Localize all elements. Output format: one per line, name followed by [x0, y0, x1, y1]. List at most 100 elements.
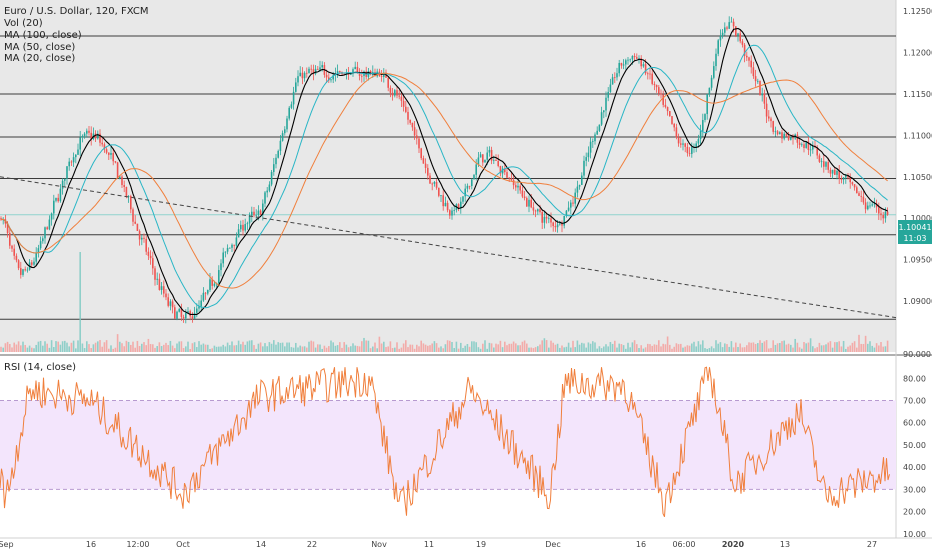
rsi-tick-label: 70.00 — [903, 397, 926, 406]
candle-body — [332, 75, 334, 80]
volume-bar — [849, 345, 851, 352]
volume-bar — [288, 342, 290, 352]
volume-bar — [809, 338, 812, 352]
volume-bar — [515, 343, 517, 352]
candle-body — [290, 104, 293, 108]
candle-body — [792, 137, 794, 139]
candle-body — [81, 136, 84, 138]
volume-bar — [860, 343, 862, 352]
candle-body — [710, 77, 713, 88]
candle-body — [812, 145, 814, 150]
candle-body — [757, 80, 759, 82]
volume-bar — [732, 347, 735, 352]
ma50-line[interactable] — [0, 44, 888, 309]
candle-body — [167, 297, 169, 306]
volume-bar — [842, 340, 845, 352]
volume-bar — [130, 344, 132, 352]
vol-legend[interactable]: Vol (20) — [4, 18, 43, 29]
candle-body — [768, 116, 770, 119]
volume-bar — [772, 340, 774, 352]
volume-bar — [431, 343, 433, 352]
volume-bar — [669, 344, 671, 352]
volume-bar — [308, 341, 310, 352]
volume-bar — [574, 347, 576, 352]
candle-body — [427, 167, 429, 176]
rsi-axis[interactable]: 80.00 70.00 60.00 50.00 40.00 30.00 20.00 10.00 — [903, 374, 926, 538]
candle-body — [671, 116, 673, 124]
volume-bar — [532, 348, 535, 352]
ma50-legend[interactable]: MA (50, close) — [4, 42, 75, 53]
candle-body — [20, 268, 22, 275]
candle-body — [270, 171, 273, 185]
candle-body — [774, 131, 777, 133]
volume-bar — [464, 345, 466, 352]
candle-body — [781, 132, 783, 139]
volume-bar — [13, 342, 15, 352]
time-tick-label: 19 — [476, 540, 486, 549]
price-pane-background — [0, 0, 896, 352]
volume-bar — [83, 348, 86, 352]
volume-bar — [389, 341, 392, 352]
candle-body — [479, 154, 482, 158]
rsi-line[interactable] — [0, 366, 890, 518]
candle-body — [702, 120, 704, 131]
volume-bar — [136, 340, 139, 352]
volume-bar — [141, 343, 143, 352]
ma100-legend[interactable]: MA (100, close) — [4, 30, 82, 41]
candle-body — [446, 202, 449, 211]
candle-body — [528, 199, 530, 207]
candle-body — [457, 204, 460, 209]
candle-body — [279, 140, 282, 151]
volume-bar — [224, 346, 227, 352]
candle-body — [585, 157, 587, 161]
volume-bar — [693, 341, 695, 352]
candle-body — [35, 252, 37, 262]
volume-bar — [543, 338, 546, 352]
candle-body — [862, 196, 865, 203]
price-tick-label: 1.11000 — [903, 131, 932, 140]
volume-bar — [482, 343, 484, 352]
ma20-legend[interactable]: MA (20, close) — [4, 53, 75, 64]
volume-bar — [396, 342, 398, 352]
ma20-line[interactable] — [0, 27, 888, 316]
volume-bar — [75, 348, 77, 352]
volume-bar — [372, 346, 374, 352]
volume-bar — [112, 348, 114, 352]
volume-bar — [79, 252, 81, 352]
volume-bar — [105, 340, 108, 352]
candle-body — [616, 73, 618, 78]
candle-body — [178, 309, 180, 312]
price-tick-label: 1.09000 — [903, 297, 932, 306]
volume-bar — [570, 347, 572, 352]
ma100-line[interactable] — [0, 72, 888, 289]
volume-bar — [761, 342, 763, 352]
volume-bar — [248, 340, 251, 352]
volume-bar — [97, 341, 99, 352]
volume-bar — [618, 343, 620, 352]
candle-body — [581, 175, 583, 185]
volume-bar — [869, 341, 871, 352]
price-axis[interactable]: 1.12500 1.12000 1.11500 1.11000 1.10500 1.100… — [903, 7, 932, 359]
candle-body — [633, 55, 636, 58]
candle-body — [851, 182, 854, 185]
volume-bar — [237, 340, 240, 352]
candle-body — [308, 68, 310, 74]
candle-body — [220, 263, 222, 271]
rsi-legend[interactable]: RSI (14, close) — [4, 362, 76, 373]
candle-body — [156, 278, 158, 280]
candle-body — [55, 197, 57, 201]
time-axis[interactable]: Sep 16 12:00 Oct 14 22 Nov 11 19 Dec 16 06:00 2020 13… — [0, 540, 877, 549]
volume-bar — [774, 344, 777, 352]
volume-bar — [279, 342, 282, 352]
candle-body — [735, 26, 737, 36]
volume-bar — [314, 347, 317, 352]
volume-bar — [862, 343, 865, 352]
symbol-title[interactable]: Euro / U.S. Dollar, 120, FXCM — [4, 6, 149, 17]
volume-bar — [251, 340, 253, 352]
volume-bar — [686, 345, 689, 352]
volume-bar — [493, 347, 495, 352]
candle-body — [103, 144, 106, 150]
volume-bar — [361, 341, 363, 352]
